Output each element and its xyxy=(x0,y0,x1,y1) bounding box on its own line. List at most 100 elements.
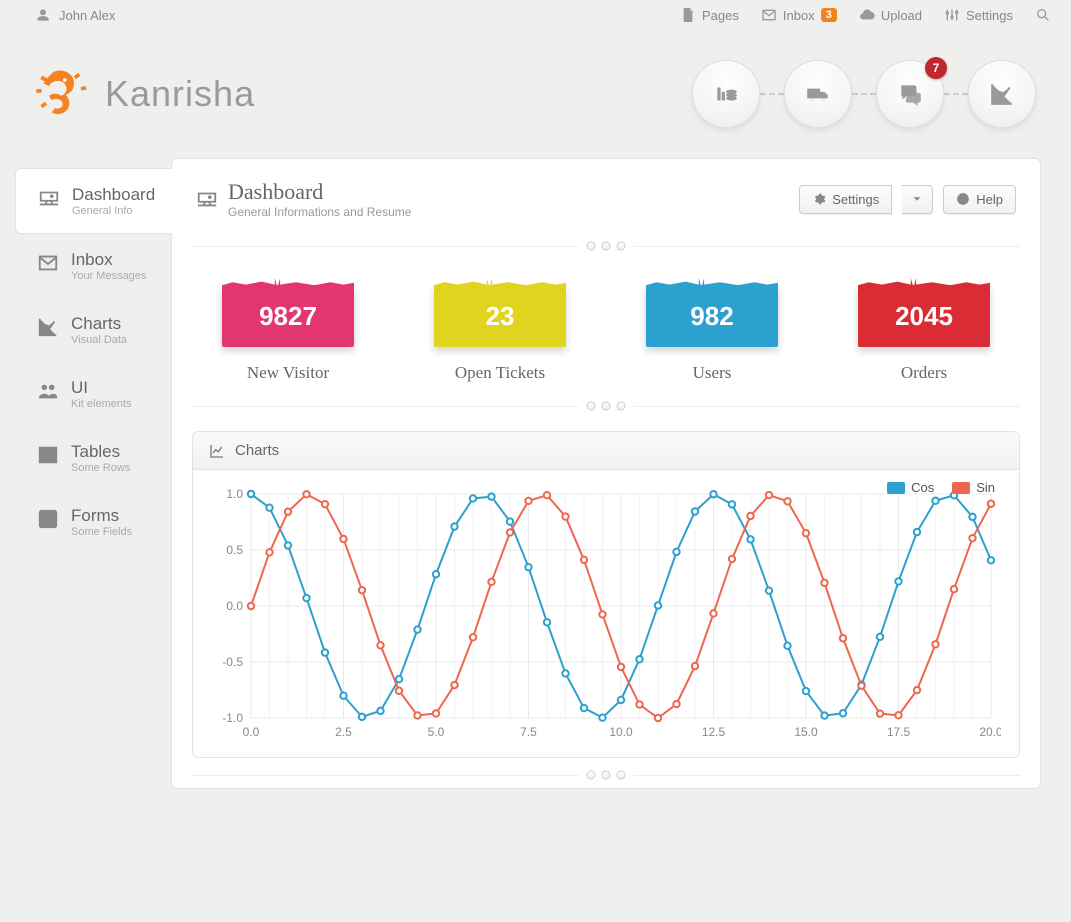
separator xyxy=(172,399,1040,413)
svg-text:7.5: 7.5 xyxy=(520,725,537,739)
page-header: Dashboard General Informations and Resum… xyxy=(172,159,1040,233)
sidebar-item-inbox[interactable]: InboxYour Messages xyxy=(15,234,171,298)
sidebar-item-label: Inbox xyxy=(71,250,146,270)
help-button[interactable]: Help xyxy=(943,185,1016,214)
settings-dropdown-caret[interactable] xyxy=(902,185,933,214)
stat-value: 2045 xyxy=(858,285,990,347)
chart-canvas: 0.02.55.07.510.012.515.017.520.0-1.0-0.5… xyxy=(211,484,1001,744)
cloud-icon xyxy=(859,7,875,23)
svg-text:-1.0: -1.0 xyxy=(222,711,243,725)
stat-label: Orders xyxy=(858,363,990,383)
stat-label: New Visitor xyxy=(222,363,354,383)
chart-line-icon xyxy=(209,443,225,459)
user-menu[interactable]: John Alex xyxy=(35,7,115,23)
legend-item[interactable]: Sin xyxy=(952,480,995,495)
shortcut-money[interactable] xyxy=(692,60,760,128)
globe-icon xyxy=(956,192,970,206)
sidebar-item-subtitle: General Info xyxy=(72,205,155,217)
legend-item[interactable]: Cos xyxy=(887,480,934,495)
header: Kanrisha 7 xyxy=(0,30,1071,158)
settings-button-label: Settings xyxy=(832,192,879,207)
sidebar-item-label: Dashboard xyxy=(72,185,155,205)
svg-text:5.0: 5.0 xyxy=(428,725,445,739)
svg-text:-0.5: -0.5 xyxy=(222,655,243,669)
page-subtitle: General Informations and Resume xyxy=(228,205,411,219)
sidebar: DashboardGeneral Info InboxYour Messages… xyxy=(15,158,171,789)
help-button-label: Help xyxy=(976,192,1003,207)
chevron-down-icon xyxy=(910,192,924,206)
truck-icon xyxy=(805,81,831,107)
user-name: John Alex xyxy=(59,8,115,23)
content: Dashboard General Informations and Resum… xyxy=(171,158,1041,789)
stat-label: Users xyxy=(646,363,778,383)
sidebar-item-label: Tables xyxy=(71,442,130,462)
shortcut-delivery[interactable] xyxy=(784,60,852,128)
inbox-badge: 3 xyxy=(821,8,837,22)
legend-label: Cos xyxy=(911,480,934,495)
topbar: John Alex Pages Inbox 3 Upload Settings xyxy=(0,0,1071,30)
table-icon xyxy=(37,444,59,466)
shortcut-analytics[interactable] xyxy=(968,60,1036,128)
settings-button-group: Settings xyxy=(799,185,933,214)
svg-text:15.0: 15.0 xyxy=(794,725,818,739)
chart-line-icon xyxy=(989,81,1015,107)
sidebar-item-label: Forms xyxy=(71,506,132,526)
svg-text:17.5: 17.5 xyxy=(887,725,911,739)
svg-text:0.0: 0.0 xyxy=(226,599,243,613)
stat-card[interactable]: 982 Users xyxy=(646,285,778,383)
sidebar-item-subtitle: Your Messages xyxy=(71,270,146,282)
legend-swatch xyxy=(952,482,970,494)
topbar-inbox-label: Inbox xyxy=(783,8,815,23)
topbar-upload-label: Upload xyxy=(881,8,922,23)
sidebar-item-label: UI xyxy=(71,378,132,398)
settings-button[interactable]: Settings xyxy=(799,185,892,214)
sidebar-item-dashboard[interactable]: DashboardGeneral Info xyxy=(15,168,172,234)
stat-value: 982 xyxy=(646,285,778,347)
people-icon xyxy=(37,380,59,402)
shortcut-chat-badge: 7 xyxy=(925,57,947,79)
page-title: Dashboard xyxy=(228,179,411,205)
shortcut-chat[interactable]: 7 xyxy=(876,60,944,128)
topbar-settings-label: Settings xyxy=(966,8,1013,23)
svg-text:2.5: 2.5 xyxy=(335,725,352,739)
coins-icon xyxy=(713,81,739,107)
stat-card[interactable]: 2045 Orders xyxy=(858,285,990,383)
legend-label: Sin xyxy=(976,480,995,495)
stat-label: Open Tickets xyxy=(434,363,566,383)
sidebar-item-tables[interactable]: TablesSome Rows xyxy=(15,426,171,490)
sidebar-item-subtitle: Visual Data xyxy=(71,334,127,346)
gear-icon xyxy=(812,192,826,206)
topbar-pages[interactable]: Pages xyxy=(680,7,739,23)
stat-card[interactable]: 9827New Visitor xyxy=(222,285,354,383)
brand[interactable]: Kanrisha xyxy=(35,66,255,122)
legend-swatch xyxy=(887,482,905,494)
gecko-logo-icon xyxy=(35,66,91,122)
svg-text:10.0: 10.0 xyxy=(609,725,633,739)
chart-panel: Charts CosSin 0.02.55.07.510.012.515.017… xyxy=(192,431,1020,758)
separator xyxy=(172,239,1040,253)
chart-legend: Cos Sin xyxy=(887,480,995,495)
separator xyxy=(172,768,1040,782)
sidebar-item-ui[interactable]: UIKit elements xyxy=(15,362,171,426)
svg-text:1.0: 1.0 xyxy=(226,487,243,501)
projector-icon xyxy=(38,187,60,209)
edit-icon xyxy=(37,508,59,530)
chart-panel-body: CosSin 0.02.55.07.510.012.515.017.520.0-… xyxy=(193,470,1019,757)
topbar-settings[interactable]: Settings xyxy=(944,7,1013,23)
header-shortcuts: 7 xyxy=(692,60,1036,128)
sidebar-item-forms[interactable]: FormsSome Fields xyxy=(15,490,171,554)
mail-icon xyxy=(761,7,777,23)
sliders-icon xyxy=(944,7,960,23)
projector-icon xyxy=(196,188,218,210)
topbar-search[interactable] xyxy=(1035,7,1051,23)
svg-text:20.0: 20.0 xyxy=(979,725,1001,739)
topbar-upload[interactable]: Upload xyxy=(859,7,922,23)
sidebar-item-subtitle: Some Fields xyxy=(71,526,132,538)
page-icon xyxy=(680,7,696,23)
stats-row: 9827New Visitor 23 Open Tickets 982 Users 204… xyxy=(172,259,1040,393)
topbar-inbox[interactable]: Inbox 3 xyxy=(761,7,837,23)
svg-text:0.5: 0.5 xyxy=(226,543,243,557)
stat-card[interactable]: 23 Open Tickets xyxy=(434,285,566,383)
stat-value: 23 xyxy=(434,285,566,347)
sidebar-item-charts[interactable]: ChartsVisual Data xyxy=(15,298,171,362)
